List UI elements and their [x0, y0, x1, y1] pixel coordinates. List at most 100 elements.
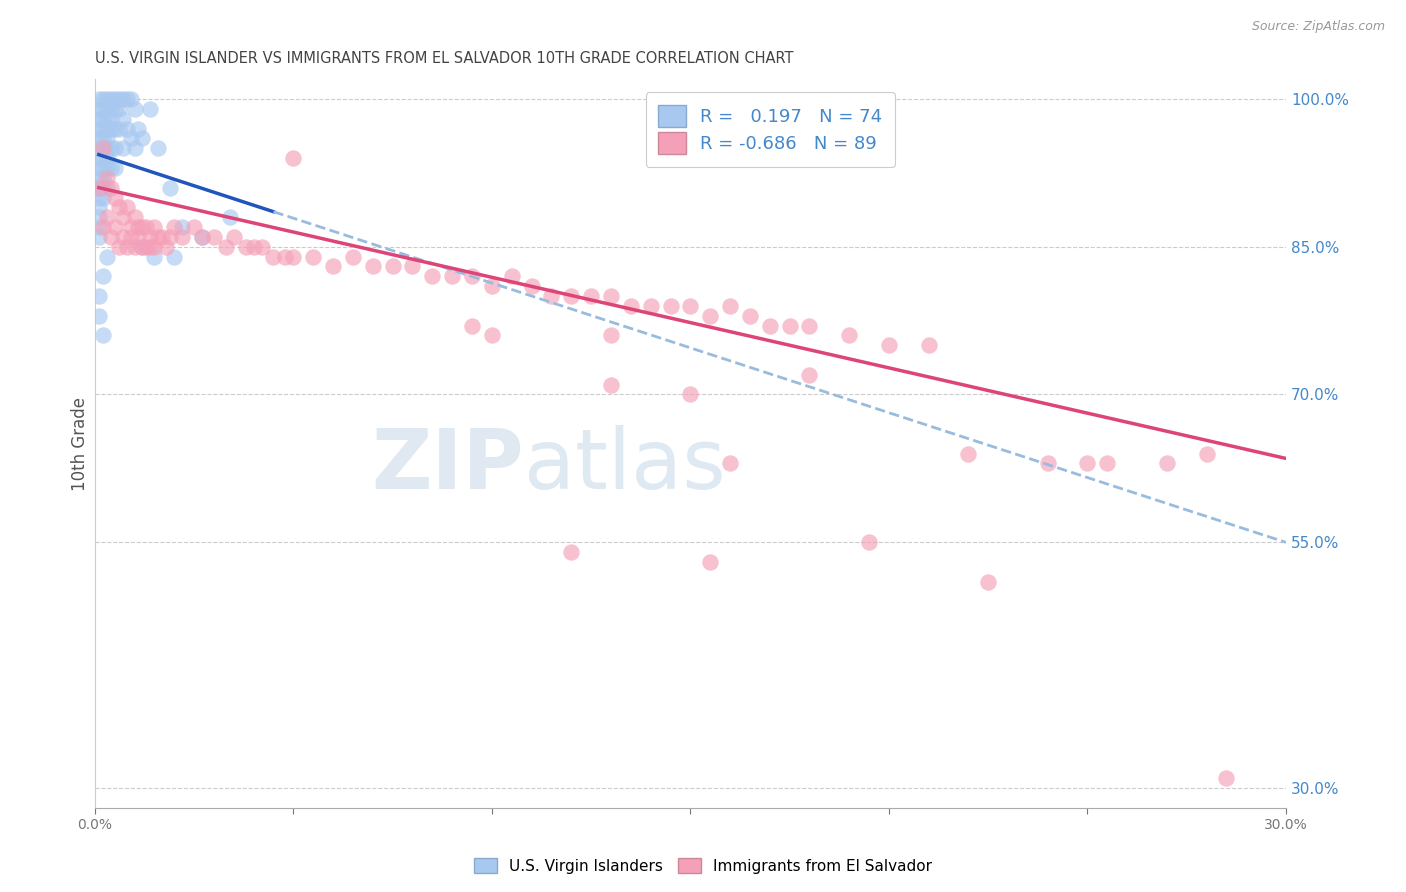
Point [481, 279, 503, 293]
Point [957, 446, 980, 460]
Point [1097, 456, 1119, 470]
Point [501, 269, 523, 284]
Point [600, 289, 623, 303]
Point [1195, 446, 1218, 460]
Point [699, 555, 721, 569]
Point [91, 161, 114, 175]
Point [96, 102, 118, 116]
Point [263, 250, 285, 264]
Point [139, 102, 162, 116]
Point [107, 200, 129, 214]
Point [87, 230, 110, 244]
Point [91, 180, 114, 194]
Point [87, 112, 110, 126]
Legend: R =   0.197   N = 74, R = -0.686   N = 89: R = 0.197 N = 74, R = -0.686 N = 89 [645, 92, 894, 167]
Point [759, 318, 782, 333]
Point [131, 220, 153, 235]
Point [107, 240, 129, 254]
Point [111, 92, 134, 106]
Point [520, 279, 543, 293]
Point [104, 161, 127, 175]
Point [718, 299, 741, 313]
Point [1076, 456, 1098, 470]
Point [96, 151, 118, 165]
Point [87, 289, 110, 303]
Point [127, 220, 149, 235]
Point [91, 92, 114, 106]
Point [100, 112, 122, 126]
Point [718, 456, 741, 470]
Point [115, 121, 138, 136]
Point [96, 121, 118, 136]
Point [1036, 456, 1059, 470]
Point [579, 289, 602, 303]
Point [191, 230, 214, 244]
Point [191, 230, 214, 244]
Point [283, 151, 305, 165]
Point [481, 328, 503, 343]
Point [100, 121, 122, 136]
Point [100, 161, 122, 175]
Point [107, 92, 129, 106]
Point [87, 121, 110, 136]
Point [91, 141, 114, 155]
Point [127, 230, 149, 244]
Point [124, 240, 146, 254]
Point [96, 92, 118, 106]
Point [91, 220, 114, 235]
Point [274, 250, 297, 264]
Point [322, 260, 344, 274]
Point [87, 180, 110, 194]
Point [163, 250, 186, 264]
Point [91, 190, 114, 204]
Point [139, 230, 162, 244]
Point [877, 338, 900, 352]
Point [679, 299, 702, 313]
Point [104, 121, 127, 136]
Point [87, 92, 110, 106]
Point [640, 299, 662, 313]
Point [135, 220, 157, 235]
Point [250, 240, 273, 254]
Point [222, 230, 245, 244]
Point [163, 220, 186, 235]
Point [838, 328, 860, 343]
Point [87, 170, 110, 185]
Point [87, 131, 110, 145]
Point [917, 338, 939, 352]
Point [100, 230, 122, 244]
Point [977, 574, 1000, 589]
Point [560, 289, 582, 303]
Point [120, 92, 142, 106]
Y-axis label: 10th Grade: 10th Grade [72, 397, 89, 491]
Point [540, 289, 562, 303]
Point [104, 102, 127, 116]
Point [91, 141, 114, 155]
Point [1156, 456, 1178, 470]
Point [858, 535, 880, 549]
Point [242, 240, 264, 254]
Point [131, 240, 153, 254]
Point [172, 220, 194, 235]
Point [100, 102, 122, 116]
Point [87, 200, 110, 214]
Point [104, 220, 127, 235]
Point [135, 240, 157, 254]
Point [420, 269, 443, 284]
Point [659, 299, 682, 313]
Point [107, 102, 129, 116]
Point [600, 328, 623, 343]
Point [215, 240, 238, 254]
Point [183, 220, 205, 235]
Point [91, 170, 114, 185]
Text: U.S. VIRGIN ISLANDER VS IMMIGRANTS FROM EL SALVADOR 10TH GRADE CORRELATION CHART: U.S. VIRGIN ISLANDER VS IMMIGRANTS FROM … [94, 51, 793, 66]
Point [361, 260, 384, 274]
Point [139, 240, 162, 254]
Point [461, 269, 484, 284]
Point [87, 190, 110, 204]
Point [159, 230, 181, 244]
Point [1215, 772, 1237, 786]
Point [96, 131, 118, 145]
Point [87, 161, 110, 175]
Point [111, 112, 134, 126]
